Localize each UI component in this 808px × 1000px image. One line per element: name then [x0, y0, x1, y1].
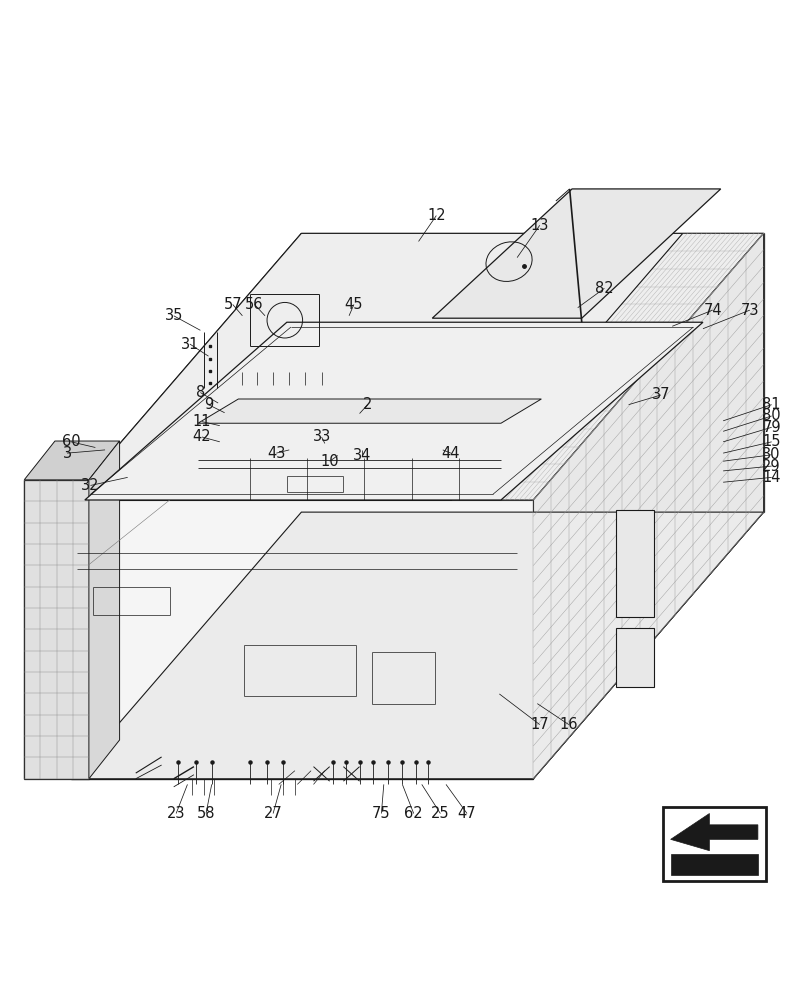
- Text: 80: 80: [762, 408, 781, 423]
- Text: 31: 31: [181, 337, 199, 352]
- Text: 14: 14: [763, 470, 781, 485]
- Polygon shape: [89, 441, 120, 779]
- Polygon shape: [671, 854, 758, 875]
- Text: 35: 35: [165, 308, 183, 323]
- Polygon shape: [616, 510, 654, 617]
- Text: 17: 17: [530, 717, 549, 732]
- Text: 47: 47: [457, 806, 477, 821]
- Text: 37: 37: [652, 387, 670, 402]
- Text: 32: 32: [82, 478, 99, 493]
- Text: 73: 73: [741, 303, 759, 318]
- Text: 82: 82: [595, 281, 614, 296]
- Text: 11: 11: [193, 414, 211, 429]
- Text: 60: 60: [61, 434, 81, 449]
- Text: 12: 12: [427, 208, 446, 223]
- Text: 45: 45: [345, 297, 363, 312]
- Text: 44: 44: [442, 446, 460, 461]
- Text: 8: 8: [196, 385, 205, 400]
- Polygon shape: [24, 480, 89, 779]
- Text: 43: 43: [267, 446, 285, 461]
- Text: 13: 13: [531, 218, 549, 233]
- Polygon shape: [616, 628, 654, 687]
- Text: 29: 29: [762, 459, 781, 474]
- Text: 81: 81: [763, 397, 781, 412]
- Polygon shape: [71, 512, 764, 779]
- Text: 27: 27: [263, 806, 283, 821]
- Text: 57: 57: [223, 297, 242, 312]
- Text: 34: 34: [353, 448, 371, 463]
- Text: 10: 10: [320, 454, 339, 469]
- Text: 9: 9: [204, 397, 213, 412]
- Text: 58: 58: [197, 806, 215, 821]
- Polygon shape: [24, 441, 120, 480]
- Text: 62: 62: [404, 806, 423, 821]
- Polygon shape: [71, 233, 764, 500]
- Text: 42: 42: [192, 429, 212, 444]
- Polygon shape: [533, 233, 764, 779]
- Polygon shape: [671, 814, 758, 851]
- Text: 75: 75: [372, 806, 391, 821]
- Text: 3: 3: [62, 446, 72, 461]
- Bar: [663, 807, 766, 881]
- Polygon shape: [85, 322, 703, 500]
- Text: 15: 15: [763, 434, 781, 449]
- Text: 25: 25: [431, 806, 450, 821]
- Polygon shape: [198, 399, 541, 423]
- Text: 30: 30: [763, 447, 781, 462]
- Polygon shape: [432, 189, 721, 318]
- Polygon shape: [71, 500, 533, 779]
- Text: 16: 16: [560, 717, 578, 732]
- Text: 2: 2: [363, 397, 372, 412]
- Text: 56: 56: [246, 297, 263, 312]
- Text: 33: 33: [313, 429, 330, 444]
- Text: 79: 79: [762, 420, 781, 435]
- Text: 23: 23: [167, 806, 185, 821]
- Text: 74: 74: [703, 303, 722, 318]
